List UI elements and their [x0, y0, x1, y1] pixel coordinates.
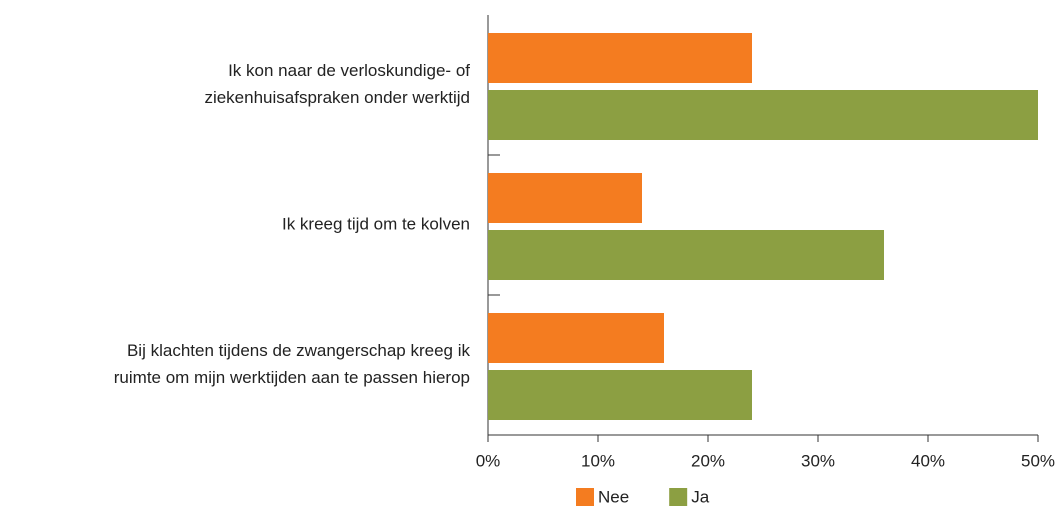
bar — [488, 313, 664, 363]
legend-swatch — [669, 488, 688, 506]
x-tick-label: 0% — [476, 451, 501, 470]
bar — [488, 90, 1038, 140]
x-tick-label: 50% — [1021, 451, 1055, 470]
y-tick-label: Bij klachten tijdens de zwangerschap kre… — [127, 341, 471, 360]
x-tick-label: 30% — [801, 451, 835, 470]
x-tick-label: 10% — [581, 451, 615, 470]
y-tick-label: Ik kreeg tijd om te kolven — [282, 214, 470, 233]
y-tick-label: Ik kon naar de verloskundige- of — [228, 61, 470, 80]
x-tick-label: 20% — [691, 451, 725, 470]
bar — [488, 33, 752, 83]
legend-label: Ja — [691, 487, 710, 506]
y-tick-label: ruimte om mijn werktijden aan te passen … — [114, 368, 470, 387]
y-tick-label: ziekenhuisafspraken onder werktijd — [204, 88, 470, 107]
bar — [488, 230, 884, 280]
legend-swatch — [576, 488, 594, 506]
bar — [488, 173, 642, 223]
x-tick-label: 40% — [911, 451, 945, 470]
bar — [488, 370, 752, 420]
legend-label: Nee — [598, 487, 629, 506]
